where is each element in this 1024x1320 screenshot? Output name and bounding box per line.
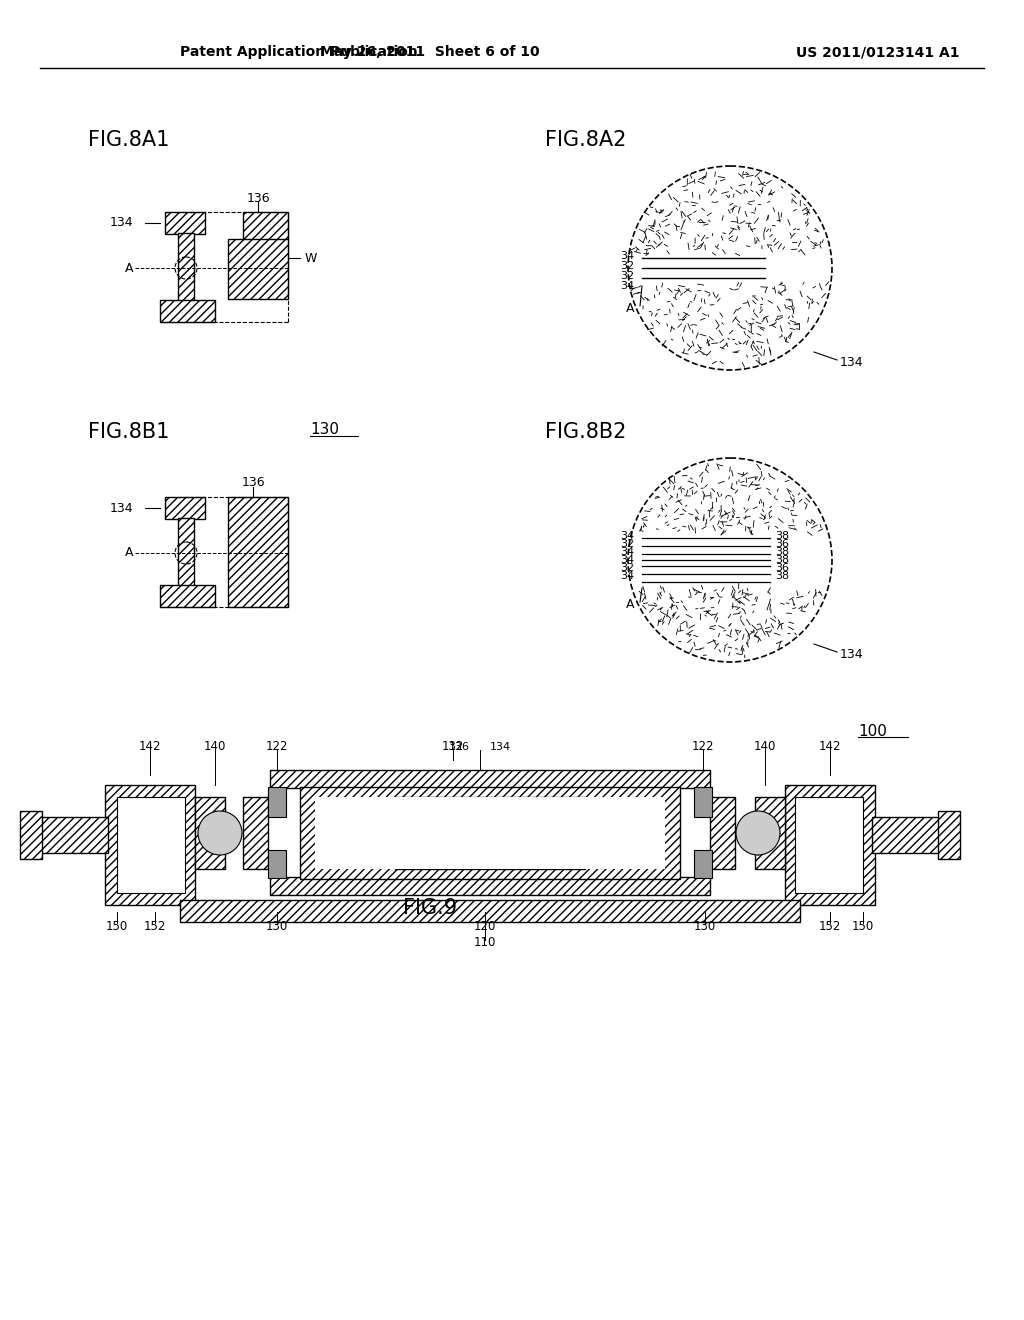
Bar (160, 585, 215, 607)
Text: 32: 32 (620, 261, 634, 271)
Text: 152: 152 (143, 920, 166, 933)
Bar (268, 787, 286, 817)
Text: 122: 122 (266, 741, 288, 754)
Text: 130: 130 (310, 422, 339, 437)
Bar (20, 810, 42, 859)
Text: FIG.8B1: FIG.8B1 (88, 422, 169, 442)
Text: 134: 134 (840, 648, 863, 660)
Text: 134: 134 (110, 502, 133, 515)
Bar (228, 498, 288, 607)
Text: May 26, 2011  Sheet 6 of 10: May 26, 2011 Sheet 6 of 10 (321, 45, 540, 59)
Text: FIG.8B2: FIG.8B2 (545, 422, 627, 442)
Text: W: W (305, 252, 317, 264)
Bar (165, 213, 205, 234)
Text: 134: 134 (110, 216, 133, 230)
Text: 130: 130 (694, 920, 716, 933)
Text: 100: 100 (858, 723, 887, 739)
Bar (180, 900, 800, 921)
Bar (315, 797, 665, 869)
Text: 120: 120 (474, 920, 497, 933)
Text: FIG.8A1: FIG.8A1 (88, 129, 169, 150)
Text: 34: 34 (620, 531, 634, 541)
Text: FIG.8A2: FIG.8A2 (545, 129, 627, 150)
Bar (270, 770, 710, 788)
Text: 38: 38 (775, 531, 790, 541)
Bar (630, 253, 830, 282)
Text: 110: 110 (474, 936, 497, 949)
Bar (178, 517, 194, 586)
Bar (195, 797, 225, 869)
Text: 142: 142 (819, 741, 842, 754)
Circle shape (630, 459, 830, 660)
Bar (160, 300, 215, 322)
Text: 34: 34 (620, 572, 634, 581)
Text: 38: 38 (775, 572, 790, 581)
Bar (228, 239, 288, 300)
Text: 134: 134 (490, 742, 511, 752)
Text: 134: 134 (840, 355, 863, 368)
Bar (395, 797, 585, 810)
Text: 136: 136 (246, 191, 269, 205)
Bar (795, 797, 863, 894)
Text: 140: 140 (204, 741, 226, 754)
Bar (694, 850, 712, 878)
Bar (872, 817, 940, 853)
Bar (117, 797, 185, 894)
Text: 132: 132 (441, 741, 464, 754)
Text: 32: 32 (620, 564, 634, 573)
Text: 150: 150 (105, 920, 128, 933)
Bar (755, 797, 785, 869)
Bar (105, 785, 195, 906)
Circle shape (736, 810, 780, 855)
Text: 136: 136 (242, 477, 265, 490)
Text: A: A (626, 598, 634, 611)
Text: US 2011/0123141 A1: US 2011/0123141 A1 (797, 45, 961, 59)
Bar (395, 855, 585, 869)
Bar (425, 810, 555, 855)
Text: 36: 36 (775, 539, 790, 549)
Bar (630, 532, 830, 587)
Text: 150: 150 (852, 920, 874, 933)
Bar (243, 213, 288, 240)
Bar (268, 850, 286, 878)
Bar (178, 234, 194, 301)
Text: 34: 34 (620, 251, 634, 261)
Text: 38: 38 (775, 554, 790, 565)
Text: A: A (125, 546, 133, 560)
Bar (40, 817, 108, 853)
Text: 152: 152 (819, 920, 841, 933)
Bar (300, 787, 680, 879)
Bar (243, 797, 268, 869)
Text: 34: 34 (620, 546, 634, 557)
Text: 36: 36 (775, 564, 790, 573)
Bar (694, 787, 712, 817)
Bar (165, 498, 205, 519)
Text: 140: 140 (754, 741, 776, 754)
Bar (785, 785, 874, 906)
Circle shape (630, 168, 830, 368)
Bar (270, 876, 710, 895)
Text: 34: 34 (620, 281, 634, 290)
Text: 130: 130 (266, 920, 288, 933)
Text: 136: 136 (449, 742, 470, 752)
Text: 142: 142 (138, 741, 161, 754)
Text: A: A (125, 261, 133, 275)
Text: A: A (626, 301, 634, 314)
Text: 34: 34 (620, 554, 634, 565)
Text: Patent Application Publication: Patent Application Publication (180, 45, 418, 59)
Bar (938, 810, 961, 859)
Text: FIG.9: FIG.9 (402, 898, 457, 917)
Text: 38: 38 (775, 546, 790, 557)
Text: 32: 32 (620, 539, 634, 549)
Text: 122: 122 (692, 741, 715, 754)
Bar (710, 797, 735, 869)
Circle shape (198, 810, 242, 855)
Text: 32: 32 (620, 271, 634, 281)
